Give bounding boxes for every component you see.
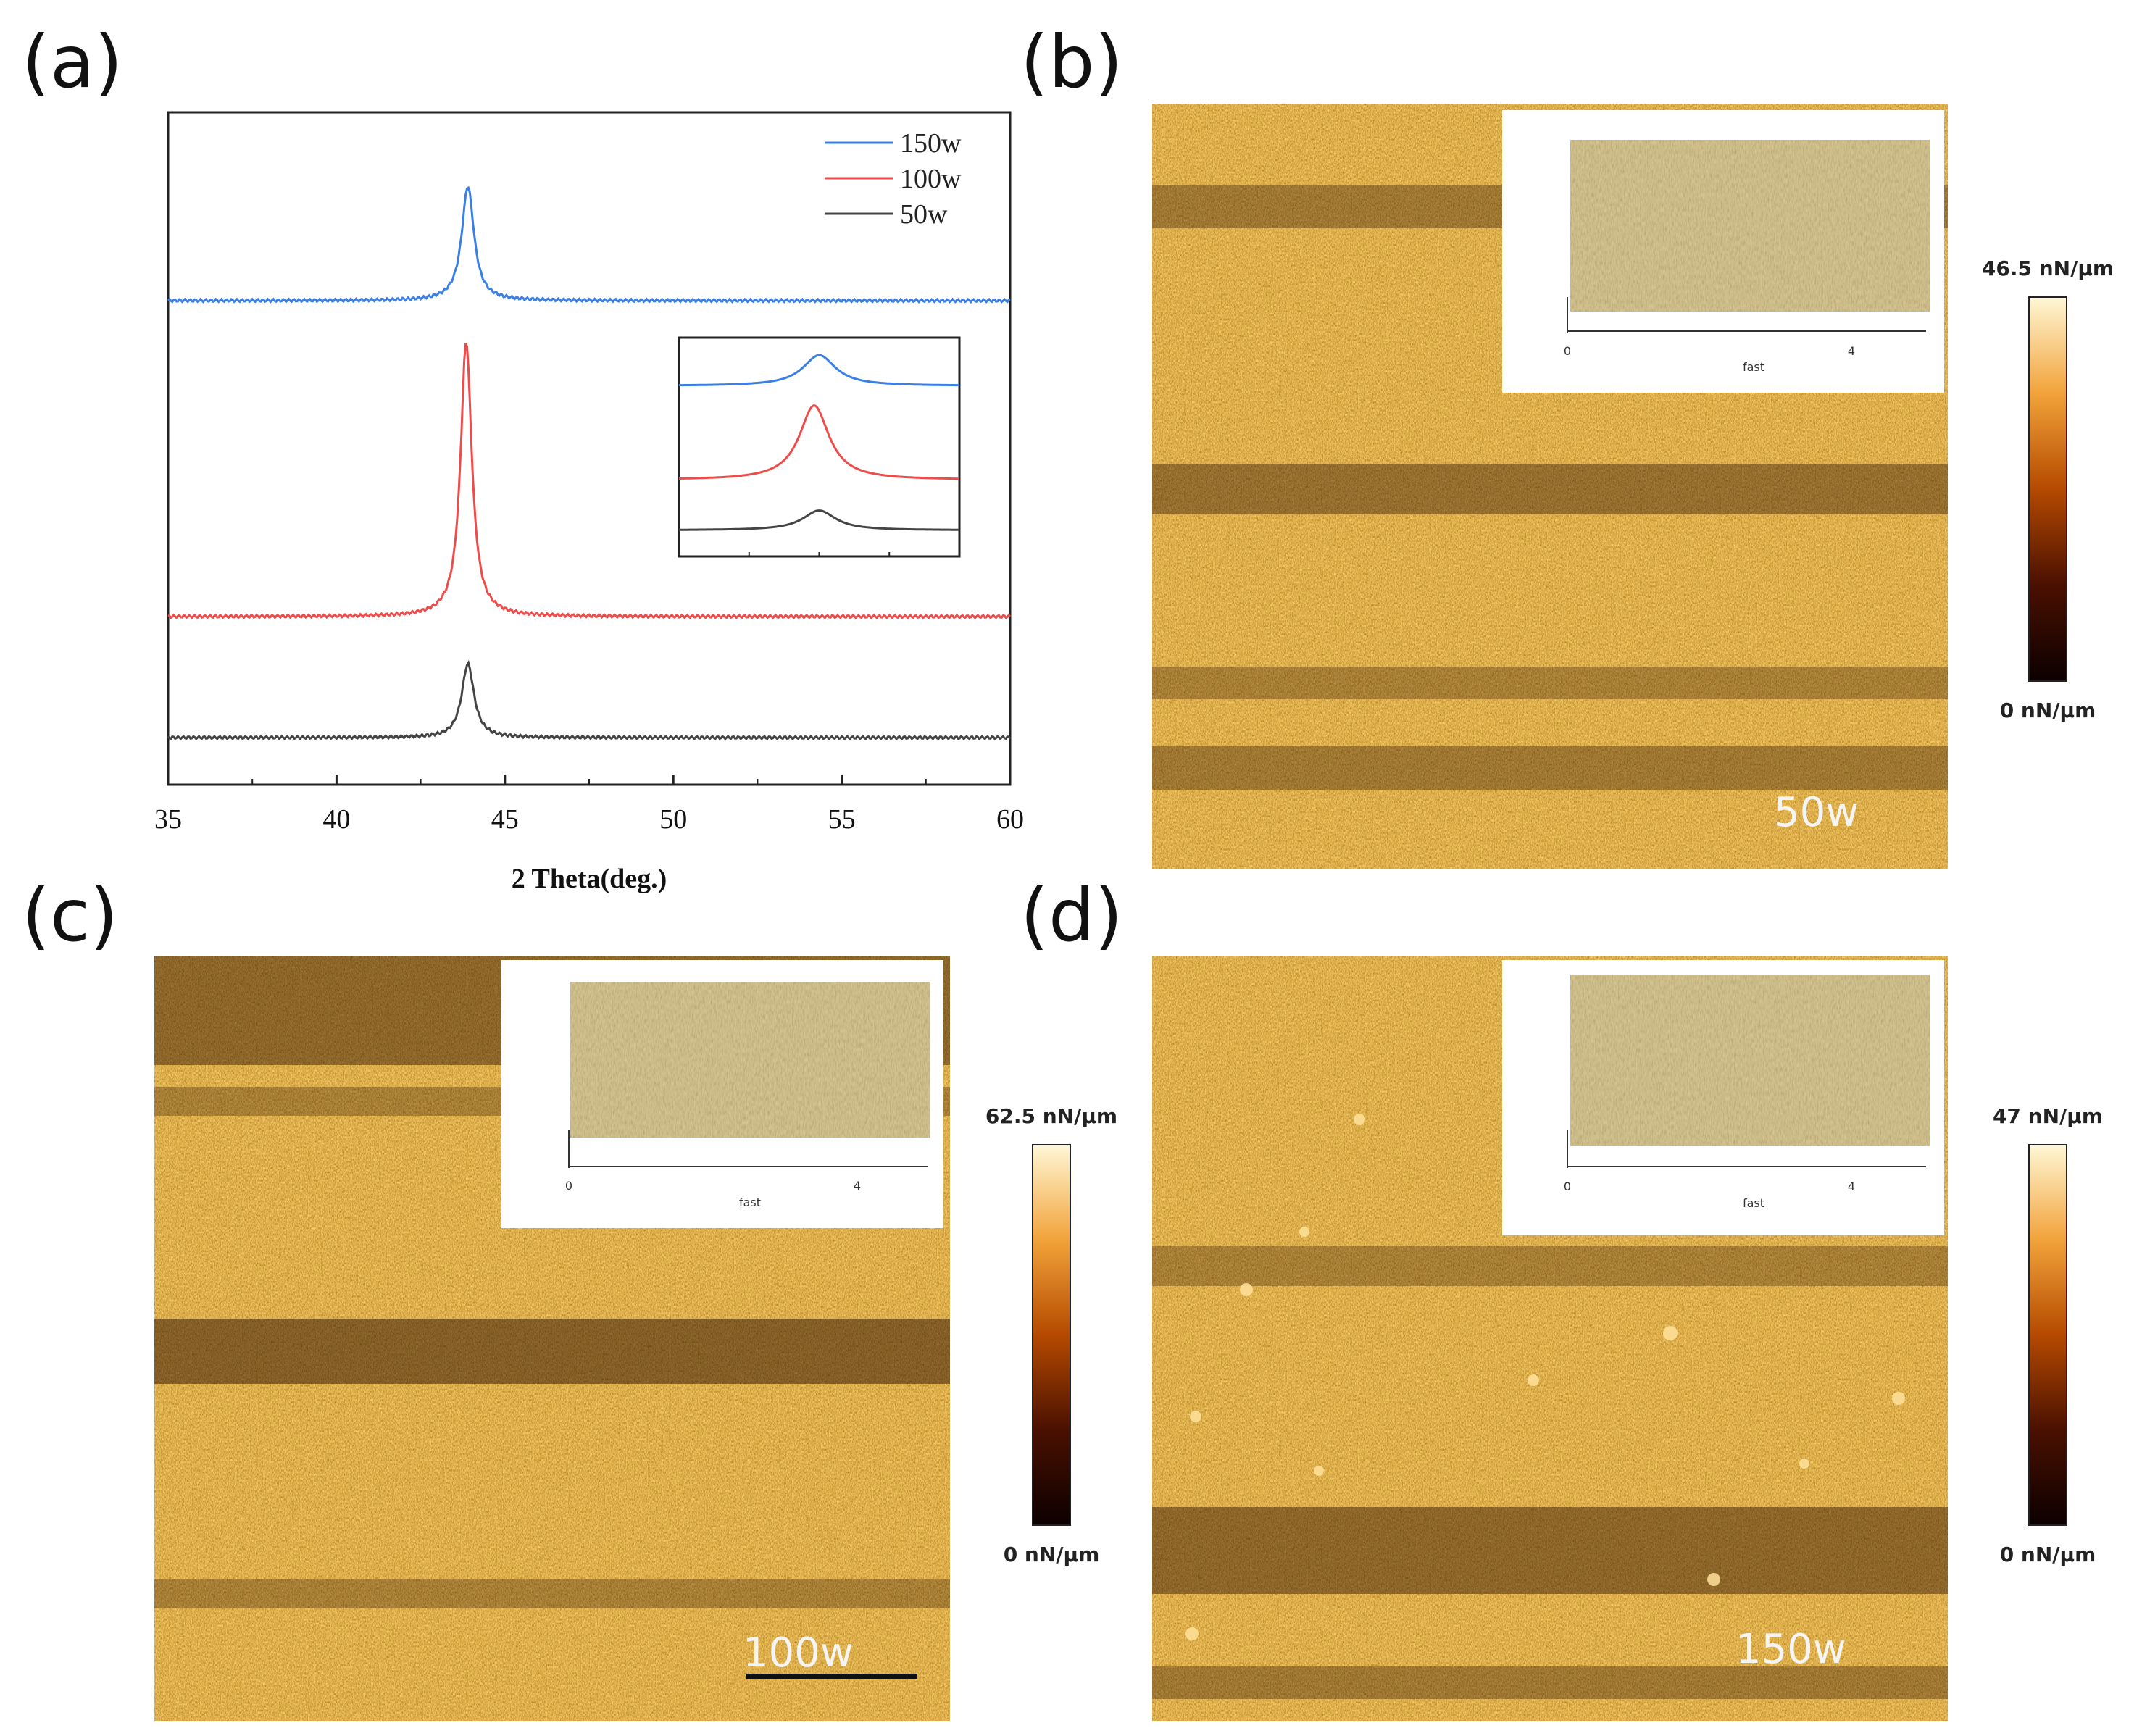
- 3d-surface-b: [1570, 140, 1930, 312]
- inset-axis-c: fast: [739, 1195, 761, 1209]
- colorbar-max-b: 46.5 nN/µm: [1982, 256, 2114, 280]
- x-tick-label: 60: [996, 804, 1024, 835]
- inset-tick1-c: 4: [854, 1179, 861, 1193]
- inset-tick0-b: 0: [1564, 344, 1571, 358]
- inset-axis-d: fast: [1743, 1196, 1764, 1210]
- afm-3d-inset-c: 0 4 fast: [501, 960, 943, 1228]
- x-tick-label: 45: [491, 804, 519, 835]
- inset-axis-b: fast: [1743, 360, 1764, 374]
- x-axis-label: 2 Theta(deg.): [512, 864, 667, 894]
- sample-label-c: 100w: [743, 1629, 854, 1677]
- 3d-surface-c: [570, 982, 930, 1138]
- series-line-150w: [167, 185, 1011, 304]
- inset-series-line-150w: [679, 354, 959, 387]
- x-tick-label: 40: [322, 804, 350, 835]
- inset-tick1-b: 4: [1848, 344, 1855, 358]
- inset-tick0-c: 0: [565, 1179, 572, 1193]
- panel-label-d: (d): [1020, 873, 1123, 958]
- inset-tick0-d: 0: [1564, 1180, 1571, 1193]
- scale-bar-c: [746, 1674, 917, 1679]
- afm-3d-inset-d: 0 4 fast: [1502, 960, 1944, 1235]
- afm-panel-c: 0 4 fast 100w 62.5 nN/µm 0 nN/µm: [154, 956, 1117, 1722]
- xrd-chart: 35 40 45 50 55 60 2 Theta(deg.) 150w 100w 50w: [154, 111, 1024, 894]
- inset-series-line-100w: [679, 404, 959, 480]
- colorbar-b: [2028, 296, 2067, 682]
- colorbar-min-c: 0 nN/µm: [1004, 1543, 1100, 1566]
- legend-label-100w: 100w: [900, 164, 962, 194]
- colorbar-min-d: 0 nN/µm: [2000, 1543, 2096, 1566]
- afm-3d-inset-b: 0 4 fast: [1502, 110, 1944, 393]
- panel-label-a: (a): [22, 20, 122, 104]
- x-tick-label: 55: [828, 804, 856, 835]
- panel-label-c: (c): [22, 873, 118, 958]
- series-line-100w: [167, 342, 1012, 620]
- colorbar-c: [1032, 1144, 1071, 1526]
- colorbar-min-b: 0 nN/µm: [2000, 698, 2096, 722]
- afm-particles-d: [1185, 1114, 1905, 1640]
- 3d-surface-d: [1570, 975, 1930, 1146]
- xrd-inset: [678, 336, 961, 558]
- legend: 150w 100w 50w: [825, 128, 962, 230]
- colorbar-max-d: 47 nN/µm: [1993, 1104, 2103, 1128]
- sample-label-b: 50w: [1774, 789, 1859, 836]
- sample-label-d: 150w: [1735, 1626, 1846, 1673]
- legend-label-50w: 50w: [900, 199, 948, 230]
- x-tick-label: 35: [154, 804, 182, 835]
- colorbar-max-c: 62.5 nN/µm: [985, 1104, 1117, 1128]
- inset-series-line-50w: [679, 509, 959, 531]
- panel-label-b: (b): [1020, 20, 1123, 104]
- legend-label-150w: 150w: [900, 128, 962, 159]
- afm-panel-b: 0 4 fast 50w 46.5 nN/µm 0 nN/µm: [1151, 103, 2114, 870]
- series-line-50w: [167, 659, 1012, 741]
- colorbar-d: [2028, 1144, 2067, 1526]
- afm-panel-d: 0 4 fast 150w 47 nN/µm 0 nN/µm: [1151, 956, 2103, 1722]
- inset-tick1-d: 4: [1848, 1180, 1855, 1193]
- afm-bands-d: [1152, 1246, 1948, 1699]
- x-tick-label: 50: [659, 804, 687, 835]
- inset-frame: [678, 336, 961, 558]
